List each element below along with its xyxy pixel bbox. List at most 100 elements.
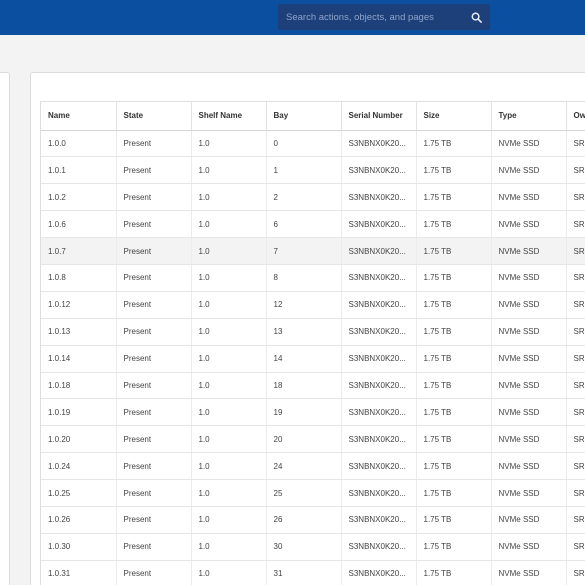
cell-size: 1.75 TB — [416, 398, 492, 427]
cell-name: 1.0.30 — [41, 533, 117, 561]
cell-type: NVMe SSD — [491, 318, 567, 346]
table-row[interactable]: 1.0.30 Present 1.0 30 S3NBNX0K20... 1.75 TB NV… — [41, 533, 585, 561]
cell-bay: 24 — [266, 452, 342, 481]
column-header-owner[interactable]: Ow — [566, 102, 585, 131]
table-row[interactable]: 1.0.24 Present 1.0 24 S3NBNX0K20... 1.75 TB NV… — [41, 452, 585, 481]
cell-size: 1.75 TB — [416, 506, 492, 534]
cell-shelf-name: 1.0 — [191, 452, 267, 481]
cell-size: 1.75 TB — [416, 264, 492, 292]
table-row[interactable]: 1.0.19 Present 1.0 19 S3NBNX0K20... 1.75 TB NV… — [41, 398, 585, 427]
cell-type: NVMe SSD — [491, 210, 567, 239]
cell-name: 1.0.1 — [41, 156, 117, 185]
column-header-serial-number[interactable]: Serial Number — [341, 102, 417, 131]
cell-serial-number: S3NBNX0K20... — [341, 398, 417, 427]
column-header-state[interactable]: State — [116, 102, 192, 131]
cell-serial-number: S3NBNX0K20... — [341, 264, 417, 292]
column-header-type[interactable]: Type — [491, 102, 567, 131]
cell-type: NVMe SSD — [491, 156, 567, 185]
cell-state: Present — [116, 345, 192, 373]
cell-owner: SR- — [566, 452, 585, 481]
cell-shelf-name: 1.0 — [191, 479, 267, 507]
cell-size: 1.75 TB — [416, 183, 492, 212]
table-row[interactable]: 1.0.14 Present 1.0 14 S3NBNX0K20... 1.75 TB NV… — [41, 345, 585, 373]
cell-shelf-name: 1.0 — [191, 398, 267, 427]
cell-owner: SR- — [566, 237, 585, 265]
cell-state: Present — [116, 318, 192, 346]
cell-name: 1.0.14 — [41, 345, 117, 373]
table-row[interactable]: 1.0.1 Present 1.0 1 S3NBNX0K20... 1.75 TB NVMe… — [41, 156, 585, 185]
cell-size: 1.75 TB — [416, 237, 492, 265]
cell-shelf-name: 1.0 — [191, 425, 267, 454]
cell-state: Present — [116, 210, 192, 239]
cell-owner: SR- — [566, 398, 585, 427]
column-header-shelf-name[interactable]: Shelf Name — [191, 102, 267, 131]
disks-table: Name State Shelf Name Bay Serial Number … — [41, 102, 585, 585]
table-row[interactable]: 1.0.31 Present 1.0 31 S3NBNX0K20... 1.75 TB NV… — [41, 560, 585, 585]
cell-type: NVMe SSD — [491, 130, 567, 158]
cell-shelf-name: 1.0 — [191, 372, 267, 400]
cell-bay: 30 — [266, 533, 342, 561]
cell-type: NVMe SSD — [491, 560, 567, 585]
cell-name: 1.0.25 — [41, 479, 117, 507]
cell-name: 1.0.18 — [41, 372, 117, 400]
table-row[interactable]: 1.0.2 Present 1.0 2 S3NBNX0K20... 1.75 TB NVMe… — [41, 183, 585, 212]
cell-bay: 31 — [266, 560, 342, 585]
cell-serial-number: S3NBNX0K20... — [341, 533, 417, 561]
cell-state: Present — [116, 130, 192, 158]
cell-owner: SR- — [566, 156, 585, 185]
cell-shelf-name: 1.0 — [191, 210, 267, 239]
cell-bay: 26 — [266, 506, 342, 534]
table-header-row: Name State Shelf Name Bay Serial Number … — [41, 102, 585, 131]
table-row[interactable]: 1.0.6 Present 1.0 6 S3NBNX0K20... 1.75 TB NVMe… — [41, 210, 585, 239]
cell-name: 1.0.19 — [41, 398, 117, 427]
disks-table-container: Name State Shelf Name Bay Serial Number … — [40, 101, 585, 585]
cell-type: NVMe SSD — [491, 291, 567, 319]
search-icon[interactable] — [462, 4, 490, 30]
cell-size: 1.75 TB — [416, 291, 492, 319]
cell-state: Present — [116, 560, 192, 585]
table-row[interactable]: 1.0.25 Present 1.0 25 S3NBNX0K20... 1.75 TB NV… — [41, 479, 585, 507]
cell-bay: 6 — [266, 210, 342, 239]
cell-size: 1.75 TB — [416, 345, 492, 373]
cell-shelf-name: 1.0 — [191, 237, 267, 265]
cell-type: NVMe SSD — [491, 345, 567, 373]
cell-owner: SR- — [566, 425, 585, 454]
cell-name: 1.0.0 — [41, 130, 117, 158]
table-row[interactable]: 1.0.0 Present 1.0 0 S3NBNX0K20... 1.75 TB NVMe… — [41, 130, 585, 158]
cell-name: 1.0.13 — [41, 318, 117, 346]
cell-name: 1.0.12 — [41, 291, 117, 319]
cell-serial-number: S3NBNX0K20... — [341, 130, 417, 158]
cell-shelf-name: 1.0 — [191, 506, 267, 534]
table-row[interactable]: 1.0.18 Present 1.0 18 S3NBNX0K20... 1.75 TB NV… — [41, 372, 585, 400]
table-row[interactable]: 1.0.13 Present 1.0 13 S3NBNX0K20... 1.75 TB NV… — [41, 318, 585, 346]
cell-shelf-name: 1.0 — [191, 533, 267, 561]
cell-serial-number: S3NBNX0K20... — [341, 452, 417, 481]
cell-bay: 7 — [266, 237, 342, 265]
cell-size: 1.75 TB — [416, 533, 492, 561]
cell-name: 1.0.26 — [41, 506, 117, 534]
table-row[interactable]: 1.0.26 Present 1.0 26 S3NBNX0K20... 1.75 TB NV… — [41, 506, 585, 534]
cell-bay: 8 — [266, 264, 342, 292]
cell-owner: SR- — [566, 130, 585, 158]
cell-owner: SR- — [566, 560, 585, 585]
table-row[interactable]: 1.0.20 Present 1.0 20 S3NBNX0K20... 1.75 TB NV… — [41, 425, 585, 454]
cell-type: NVMe SSD — [491, 533, 567, 561]
cell-state: Present — [116, 264, 192, 292]
table-row[interactable]: 1.0.7 Present 1.0 7 S3NBNX0K20... 1.75 TB NVMe… — [41, 237, 585, 265]
cell-serial-number: S3NBNX0K20... — [341, 237, 417, 265]
cell-shelf-name: 1.0 — [191, 318, 267, 346]
global-search — [278, 4, 490, 30]
column-header-size[interactable]: Size — [416, 102, 492, 131]
cell-state: Present — [116, 372, 192, 400]
column-header-name[interactable]: Name — [41, 102, 117, 131]
table-row[interactable]: 1.0.8 Present 1.0 8 S3NBNX0K20... 1.75 TB NVMe… — [41, 264, 585, 292]
search-input[interactable] — [278, 4, 458, 30]
cell-state: Present — [116, 479, 192, 507]
cell-owner: SR- — [566, 372, 585, 400]
table-row[interactable]: 1.0.12 Present 1.0 12 S3NBNX0K20... 1.75 TB NV… — [41, 291, 585, 319]
cell-type: NVMe SSD — [491, 237, 567, 265]
cell-name: 1.0.7 — [41, 237, 117, 265]
cell-bay: 2 — [266, 183, 342, 212]
left-side-panel — [0, 72, 10, 585]
column-header-bay[interactable]: Bay — [266, 102, 342, 131]
